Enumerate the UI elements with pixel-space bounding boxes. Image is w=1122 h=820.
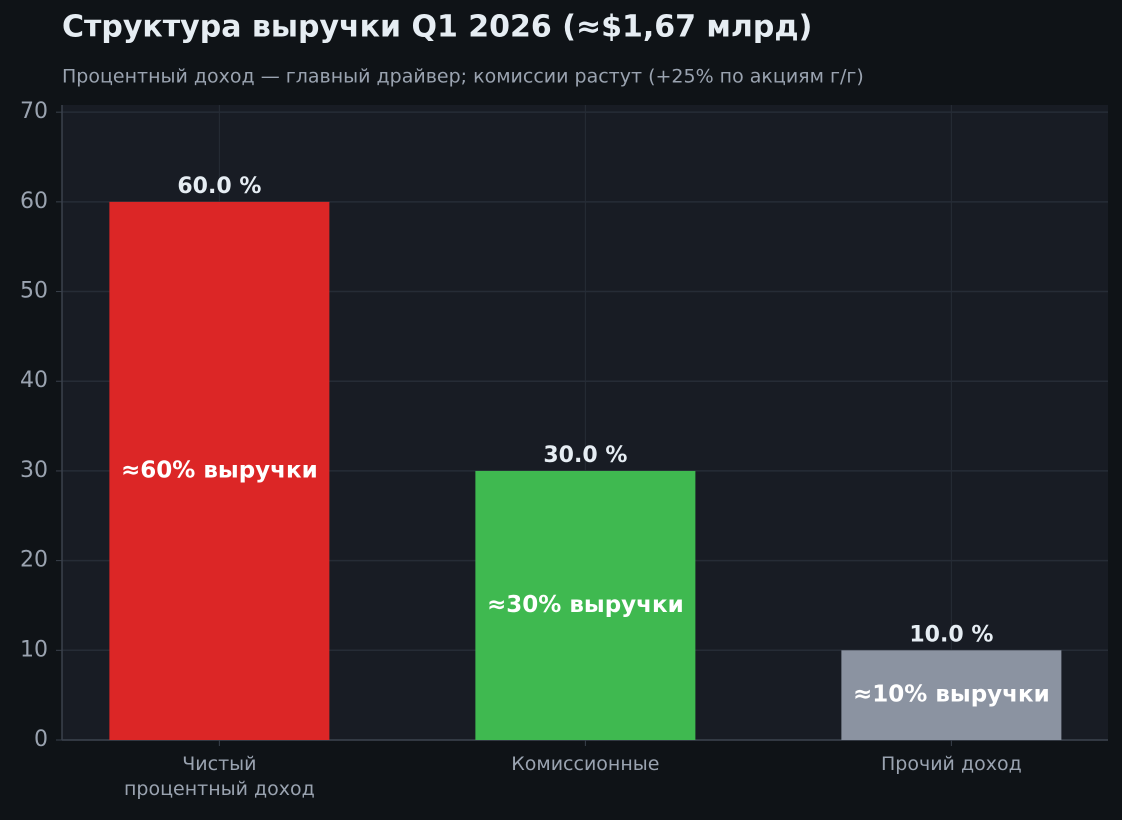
value-label: 30.0 %: [543, 443, 627, 468]
chart-subtitle: Процентный доход — главный драйвер; коми…: [62, 66, 864, 88]
y-tick-label: 40: [20, 368, 48, 393]
x-tick-label: Чистый процентный доход: [123, 753, 315, 800]
inner-label: ≈30% выручки: [487, 592, 684, 618]
x-tick-label: Комиссионные: [511, 753, 660, 775]
inner-label: ≈60% выручки: [121, 457, 318, 483]
chart-title: Структура выручки Q1 2026 (≈$1,67 млрд): [62, 10, 812, 45]
bar: [841, 650, 1062, 740]
value-label: 10.0 %: [909, 622, 993, 647]
bar: [109, 201, 330, 741]
y-tick-label: 10: [20, 637, 48, 662]
value-label: 60.0 %: [177, 174, 261, 199]
y-tick-label: 70: [20, 99, 48, 124]
y-tick-label: 60: [20, 189, 48, 214]
y-tick-label: 0: [34, 727, 48, 752]
y-tick-label: 50: [20, 279, 48, 304]
y-tick-label: 30: [20, 458, 48, 483]
y-tick-label: 20: [20, 548, 48, 573]
inner-label: ≈10% выручки: [853, 682, 1050, 708]
bar: [475, 470, 696, 740]
x-tick-label: Прочий доход: [881, 753, 1022, 775]
